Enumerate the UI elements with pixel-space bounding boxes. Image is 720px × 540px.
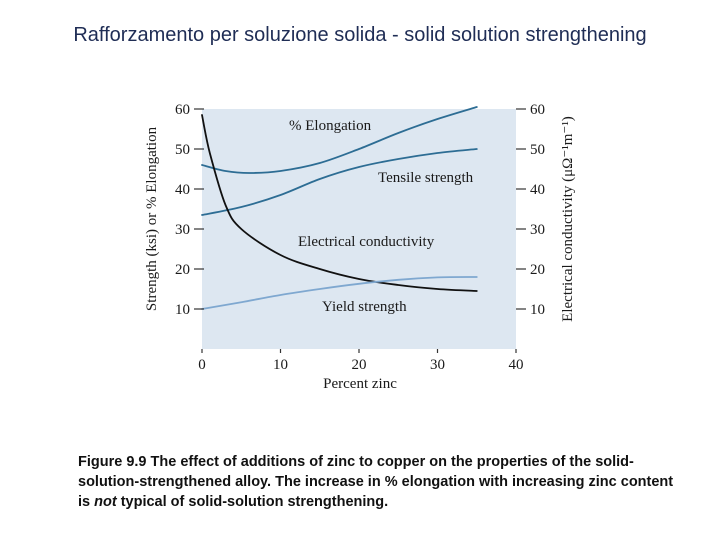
caption-text-end: typical of solid-solution strengthening.	[116, 494, 389, 510]
series-line-elongation	[201, 106, 478, 174]
caption-text: Figure 9.9 The effect of additions of zi…	[78, 454, 674, 510]
x-tick-label: 0	[198, 357, 206, 373]
series-label-elongation: % Elongation	[289, 118, 372, 134]
series-label-yield-strength: Yield strength	[322, 299, 407, 315]
zinc-copper-chart: 10 10 20 20 30 30 40 40 50 50 60 60 0 10 20 30 40 Percen…	[144, 102, 576, 392]
slide-title: Rafforzamento per soluzione solida - sol…	[73, 24, 647, 46]
y-tick-label-left: 50	[175, 142, 190, 158]
y-axis-label-left: Strength (ksi) or % Elongation	[144, 126, 160, 311]
y-tick-label-left: 60	[175, 102, 190, 118]
y-tick-label-left: 20	[175, 262, 190, 278]
x-tick-label: 20	[352, 357, 367, 373]
series-label-electrical-conductivity: Electrical conductivity	[298, 234, 435, 250]
y-tick-label-right: 30	[530, 222, 545, 238]
x-tick-label: 30	[430, 357, 445, 373]
series-line-electrical-conductivity	[201, 114, 478, 292]
series-line-tensile-strength	[201, 148, 478, 216]
y-tick-label-right: 60	[530, 102, 545, 118]
x-tick-label: 10	[273, 357, 288, 373]
y-tick-label-right: 50	[530, 142, 545, 158]
figure-caption: Figure 9.9 The effect of additions of zi…	[78, 452, 688, 512]
y-tick-label-right: 10	[530, 302, 545, 318]
y-tick-label-left: 30	[175, 222, 190, 238]
y-tick-label-left: 10	[175, 302, 190, 318]
series-line-yield-strength	[201, 276, 478, 310]
y-axis-label-right: Electrical conductivity (μΩ⁻¹m⁻¹)	[560, 116, 576, 322]
series-label-tensile-strength: Tensile strength	[378, 170, 474, 186]
y-tick-label-left: 40	[175, 182, 190, 198]
y-tick-label-right: 40	[530, 182, 545, 198]
x-tick-label: 40	[509, 357, 524, 373]
caption-emphasis: not	[94, 494, 117, 510]
y-tick-label-right: 20	[530, 262, 545, 278]
x-axis-label: Percent zinc	[323, 376, 397, 392]
